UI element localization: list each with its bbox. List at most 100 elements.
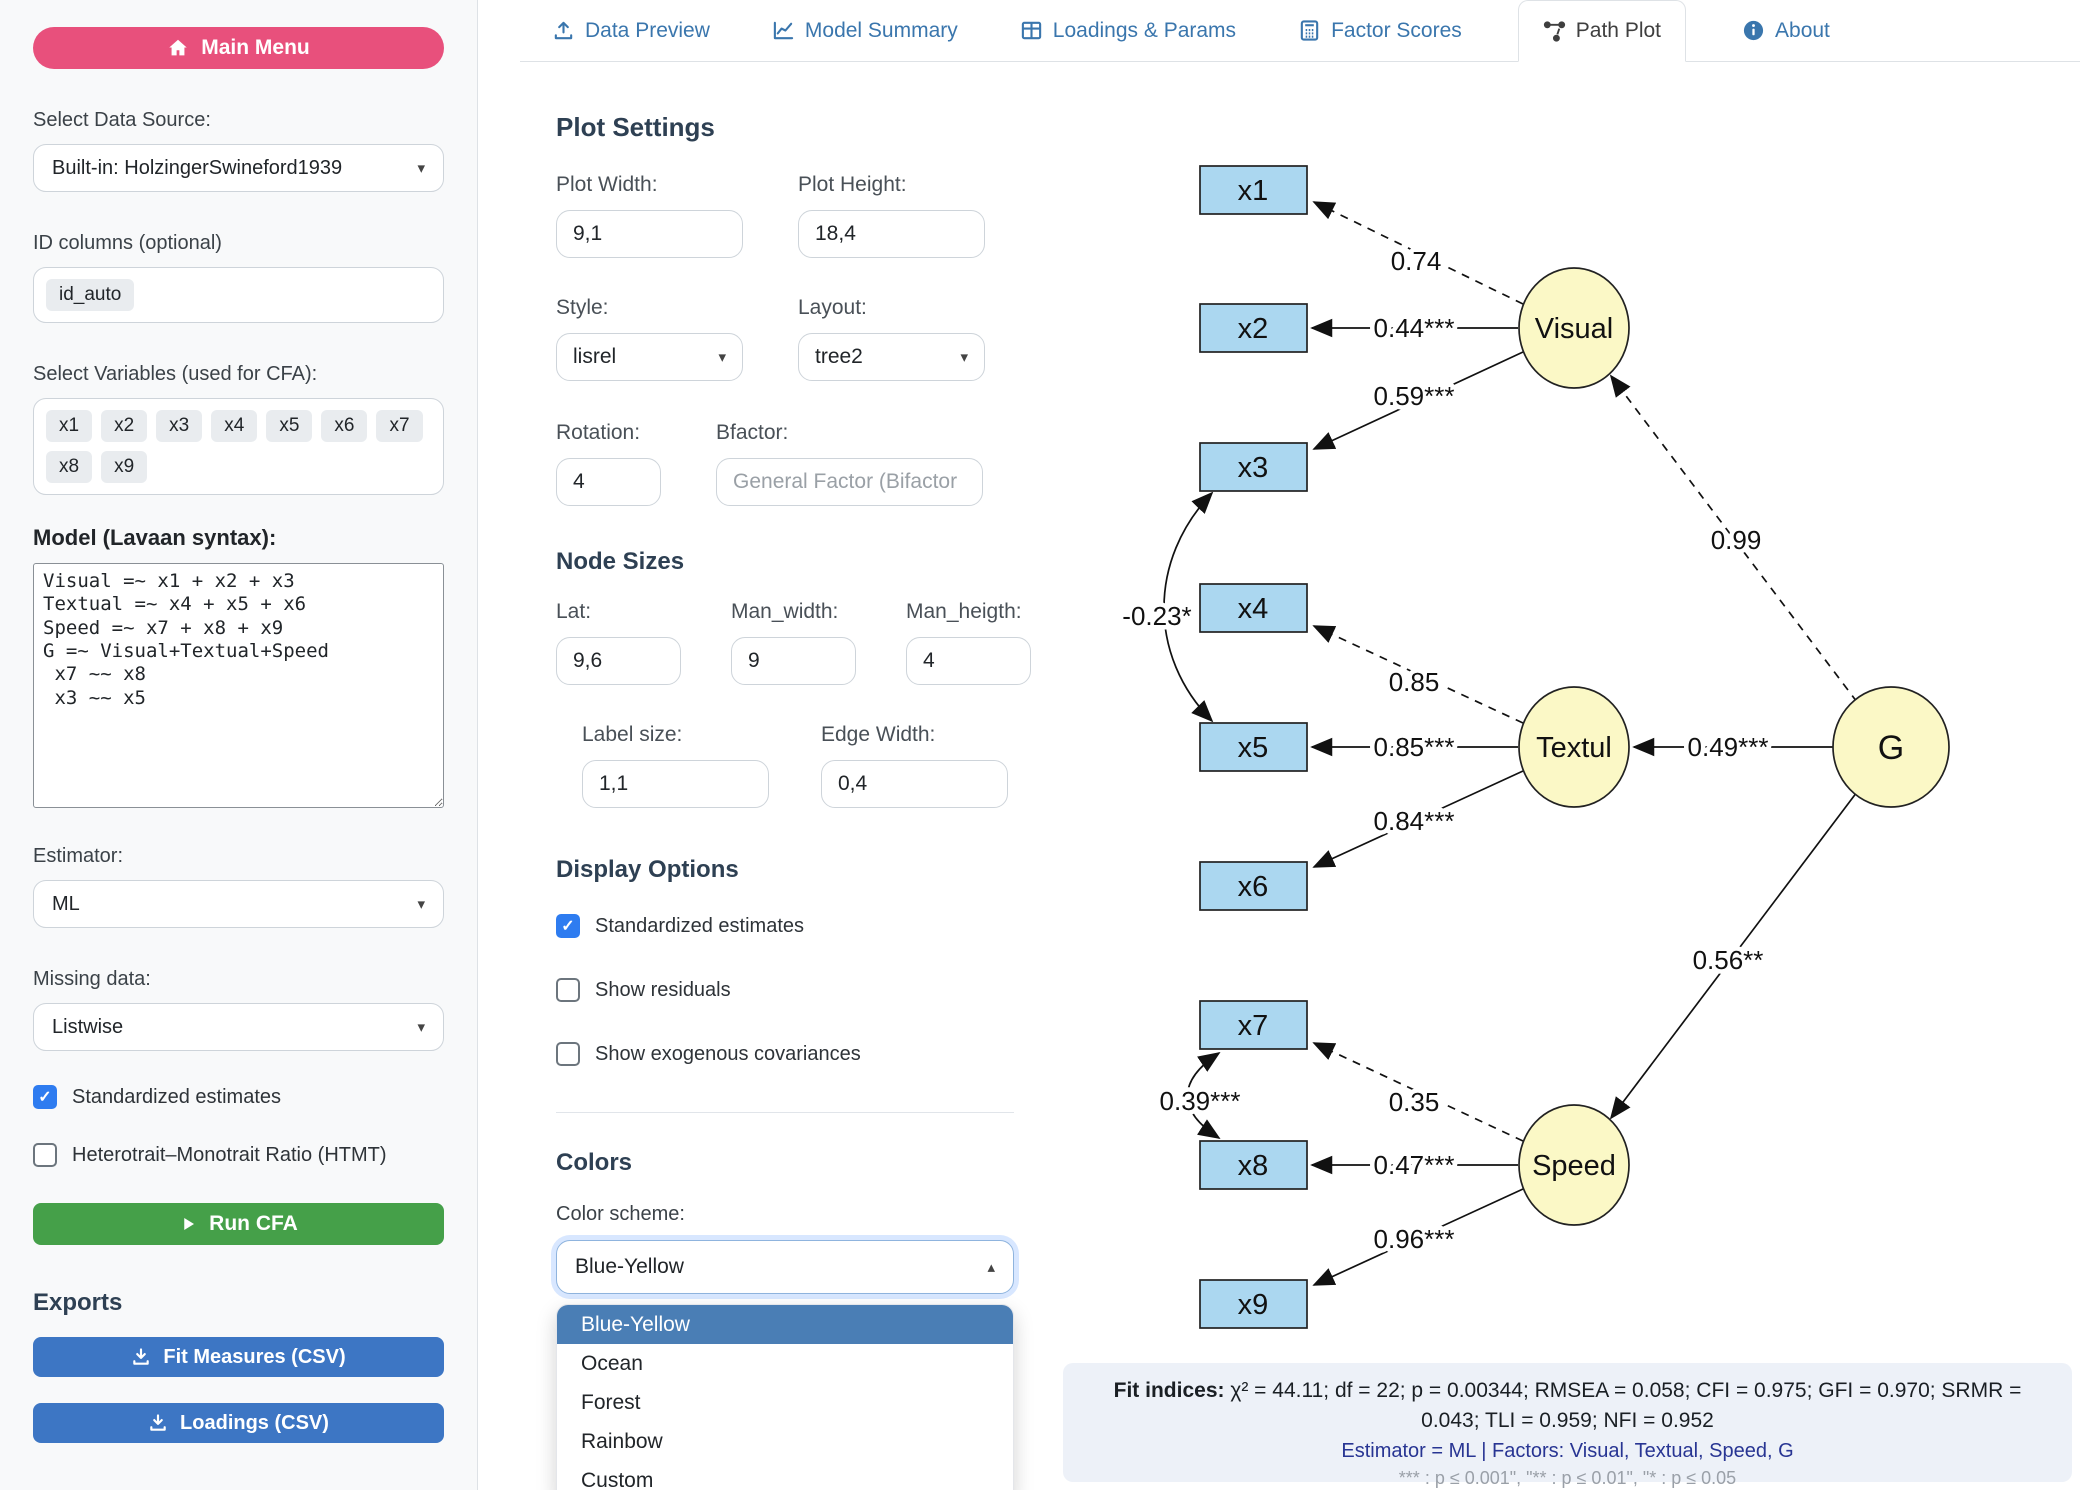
run-cfa-button[interactable]: Run CFA	[33, 1203, 444, 1245]
node-label-textul: Textul	[1536, 732, 1612, 764]
htmt-row: Heterotrait–Monotrait Ratio (HTMT)	[33, 1143, 444, 1167]
node-box-x5[interactable]	[1199, 722, 1308, 772]
show-residuals-label: Show residuals	[595, 978, 731, 1001]
bfactor-label: Bfactor:	[716, 421, 789, 444]
plot-height-input[interactable]	[798, 210, 985, 258]
significance-legend: *** : p ≤ 0.001", "** : p ≤ 0.01", "* : …	[1398, 1467, 1737, 1488]
edge-width-input[interactable]	[821, 760, 1008, 808]
node-box-x1[interactable]	[1199, 165, 1308, 215]
data-source-select[interactable]: Built-in: HolzingerSwineford1939 ▾	[33, 144, 444, 192]
data-source-label: Select Data Source:	[33, 109, 211, 131]
home-icon	[167, 37, 189, 59]
node-label-x1: x1	[1238, 175, 1269, 207]
edge-label: 0.39***	[1160, 1086, 1241, 1116]
lat-input[interactable]	[556, 637, 681, 685]
std-estimates-option-row: ✓ Standardized estimates	[556, 914, 1014, 938]
rotation-input[interactable]	[556, 458, 661, 506]
node-label-x9: x9	[1238, 1289, 1269, 1321]
edge-cov-x3-x5	[1163, 491, 1214, 723]
missing-data-select[interactable]: Listwise ▾	[33, 1003, 444, 1051]
chevron-down-icon: ▾	[417, 896, 425, 913]
rotation-label: Rotation:	[556, 421, 641, 444]
htmt-label: Heterotrait–Monotrait Ratio (HTMT)	[72, 1143, 387, 1166]
color-scheme-menu: Blue-Yellow Ocean Forest Rainbow Custom	[556, 1304, 1014, 1490]
id-columns-input[interactable]: id_auto	[33, 267, 444, 323]
color-scheme-label: Color scheme:	[556, 1203, 685, 1225]
variable-tag[interactable]: x6	[321, 410, 368, 442]
model-syntax-textarea[interactable]: Visual =~ x1 + x2 + x3 Textual =~ x4 + x…	[33, 563, 444, 808]
edge-label: 0.56**	[1693, 945, 1764, 975]
node-box-x9[interactable]	[1199, 1279, 1308, 1329]
color-scheme-option-blue-yellow[interactable]: Blue-Yellow	[557, 1305, 1013, 1344]
variable-tag[interactable]: x8	[46, 451, 93, 483]
layout-select[interactable]: tree2 ▾	[798, 333, 985, 381]
download-icon	[131, 1347, 151, 1367]
bfactor-input[interactable]	[716, 458, 983, 506]
node-label-visual: Visual	[1535, 313, 1613, 345]
edge-g-speed	[1609, 791, 1858, 1120]
show-residuals-checkbox[interactable]	[556, 978, 580, 1002]
node-label-x2: x2	[1238, 313, 1269, 345]
node-label-x5: x5	[1238, 732, 1269, 764]
color-scheme-option-ocean[interactable]: Ocean	[581, 1351, 643, 1375]
variable-tag[interactable]: x9	[101, 451, 148, 483]
color-scheme-option-rainbow[interactable]: Rainbow	[581, 1429, 663, 1453]
node-circle-visual[interactable]	[1518, 267, 1630, 389]
node-circle-textul[interactable]	[1518, 686, 1630, 808]
loadings-csv-button[interactable]: Loadings (CSV)	[33, 1403, 444, 1443]
show-exog-cov-checkbox[interactable]	[556, 1042, 580, 1066]
variable-tag[interactable]: x4	[211, 410, 258, 442]
node-label-speed: Speed	[1532, 1150, 1616, 1182]
node-box-x3[interactable]	[1199, 442, 1308, 492]
check-icon: ✓	[561, 918, 575, 935]
tab-loadings-params[interactable]: Loadings & Params	[1014, 0, 1242, 61]
color-scheme-option-custom[interactable]: Custom	[581, 1468, 654, 1490]
color-scheme-option-forest[interactable]: Forest	[581, 1390, 641, 1414]
variable-tag[interactable]: x7	[376, 410, 423, 442]
node-label-x8: x8	[1238, 1150, 1269, 1182]
exports-heading: Exports	[33, 1289, 123, 1316]
variable-tag[interactable]: x2	[101, 410, 148, 442]
model-syntax-label: Model (Lavaan syntax):	[33, 525, 277, 550]
variables-input[interactable]: x1 x2 x3 x4 x5 x6 x7 x8 x9	[33, 398, 444, 495]
man-width-label: Man_width:	[731, 600, 839, 623]
show-residuals-row: Show residuals	[556, 978, 1014, 1002]
node-box-x7[interactable]	[1199, 1000, 1308, 1050]
calculator-icon	[1298, 19, 1321, 42]
style-value: lisrel	[573, 345, 617, 368]
edge-label: 0.96***	[1374, 1224, 1455, 1254]
id-column-tag[interactable]: id_auto	[46, 279, 135, 311]
tab-label: Loadings & Params	[1052, 18, 1237, 42]
node-box-x6[interactable]	[1199, 861, 1308, 911]
tab-data-preview[interactable]: Data Preview	[546, 0, 716, 61]
estimator-select[interactable]: ML ▾	[33, 880, 444, 928]
variable-tag[interactable]: x1	[46, 410, 93, 442]
main-menu-button[interactable]: Main Menu	[33, 27, 444, 69]
style-select[interactable]: lisrel ▾	[556, 333, 743, 381]
std-estimates-option-checkbox[interactable]: ✓	[556, 914, 580, 938]
man-height-input[interactable]	[906, 637, 1031, 685]
label-size-input[interactable]	[582, 760, 769, 808]
tab-factor-scores[interactable]: Factor Scores	[1292, 0, 1468, 61]
node-circle-speed[interactable]	[1518, 1104, 1630, 1226]
man-width-input[interactable]	[731, 637, 856, 685]
node-label-x3: x3	[1238, 452, 1269, 484]
node-circle-g[interactable]	[1832, 686, 1950, 808]
node-box-x2[interactable]	[1199, 303, 1308, 353]
plot-width-input[interactable]	[556, 210, 743, 258]
tab-path-plot[interactable]: Path Plot	[1517, 0, 1687, 62]
color-scheme-select[interactable]: Blue-Yellow ▴	[556, 1240, 1014, 1294]
standardized-estimates-checkbox[interactable]: ✓	[33, 1085, 57, 1109]
node-box-x4[interactable]	[1199, 583, 1308, 633]
display-options-heading: Display Options	[556, 856, 739, 883]
diagram-latent-nodes: Visual Textul Speed G	[1518, 267, 1950, 1226]
tab-about[interactable]: About	[1736, 0, 1836, 61]
check-icon: ✓	[38, 1089, 52, 1106]
variable-tag[interactable]: x3	[156, 410, 203, 442]
node-box-x8[interactable]	[1199, 1140, 1308, 1190]
fit-measures-csv-button[interactable]: Fit Measures (CSV)	[33, 1337, 444, 1377]
htmt-checkbox[interactable]	[33, 1143, 57, 1167]
variable-tag[interactable]: x5	[266, 410, 313, 442]
fit-indices-values: χ² = 44.11; df = 22; p = 0.00344; RMSEA …	[1224, 1379, 2022, 1433]
tab-model-summary[interactable]: Model Summary	[766, 0, 964, 61]
